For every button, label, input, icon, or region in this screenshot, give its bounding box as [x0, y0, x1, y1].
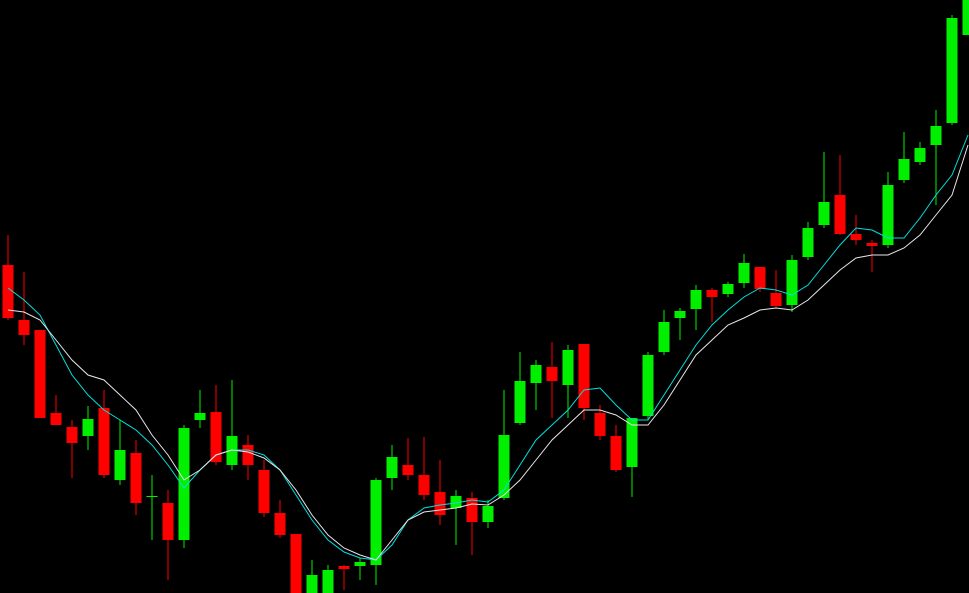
candle-body — [210, 412, 222, 462]
candle-body — [338, 566, 350, 569]
candle-body — [626, 418, 638, 467]
candle-body — [882, 185, 894, 245]
candle-body — [146, 496, 158, 497]
candle-body — [738, 263, 750, 283]
candle-body — [434, 492, 446, 515]
candle-body — [562, 350, 574, 385]
candle-body — [34, 330, 46, 418]
candle-body — [482, 506, 494, 522]
candle-body — [530, 365, 542, 383]
candle-body — [258, 470, 270, 513]
candle-body — [306, 575, 318, 593]
candle-body — [786, 260, 798, 305]
candle-body — [594, 413, 606, 436]
candle-body — [322, 570, 334, 593]
candle-body — [850, 234, 862, 240]
candle-body — [674, 311, 686, 318]
candle-body — [546, 367, 558, 381]
candle-body — [898, 159, 910, 180]
candle-body — [818, 202, 830, 225]
candle-body — [274, 513, 286, 535]
candle-body — [962, 0, 969, 35]
candle-body — [82, 419, 94, 436]
candle-body — [866, 243, 878, 246]
candle-body — [130, 453, 142, 503]
candle-body — [418, 475, 430, 495]
candle-body — [578, 344, 590, 408]
candle-body — [642, 355, 654, 416]
candle-body — [450, 496, 462, 508]
candle-body — [754, 267, 766, 289]
candle-body — [802, 228, 814, 257]
candle-body — [402, 465, 414, 475]
candle-body — [242, 445, 254, 465]
candle-body — [290, 534, 302, 593]
candle-body — [466, 498, 478, 522]
candle-body — [930, 126, 942, 145]
candle-body — [386, 457, 398, 478]
candle-body — [370, 480, 382, 565]
candle-body — [706, 290, 718, 297]
candle-body — [658, 322, 670, 352]
candle-body — [770, 293, 782, 306]
moving-average — [7, 134, 969, 561]
candle-body — [834, 195, 846, 234]
candle-body — [178, 428, 190, 540]
candle-body — [514, 381, 526, 423]
candle-body — [914, 148, 926, 162]
moving-average — [7, 144, 969, 561]
candle-body — [498, 435, 510, 498]
candle-body — [194, 413, 206, 420]
candle-body — [66, 427, 78, 443]
candle-body — [18, 320, 30, 335]
candle-body — [690, 290, 702, 309]
candle-body — [722, 284, 734, 294]
candle-body — [354, 562, 366, 566]
candle-body — [2, 265, 14, 318]
candle-body — [162, 503, 174, 540]
candle-body — [946, 18, 958, 123]
candle-body — [50, 413, 62, 425]
candle-body — [98, 408, 110, 475]
candle-body — [114, 450, 126, 480]
candle-body — [610, 436, 622, 470]
